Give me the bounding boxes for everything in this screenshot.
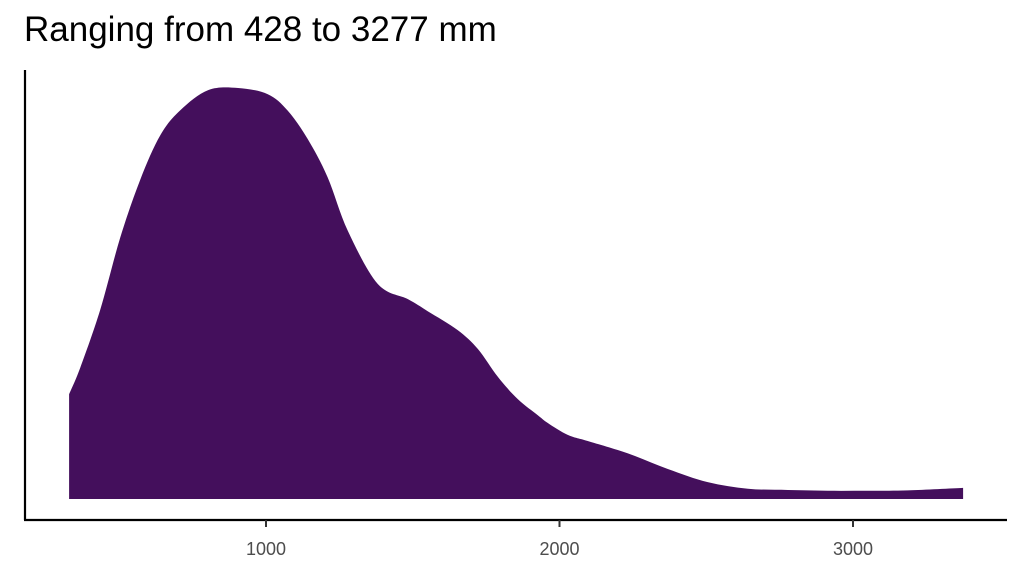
- chart-title: Ranging from 428 to 3277 mm: [24, 10, 497, 49]
- x-axis-ticks: 1000 2000 3000: [246, 520, 873, 559]
- density-area: [69, 87, 964, 499]
- x-tick-label: 1000: [246, 539, 286, 559]
- x-tick-label: 2000: [539, 539, 579, 559]
- x-tick-label: 3000: [833, 539, 873, 559]
